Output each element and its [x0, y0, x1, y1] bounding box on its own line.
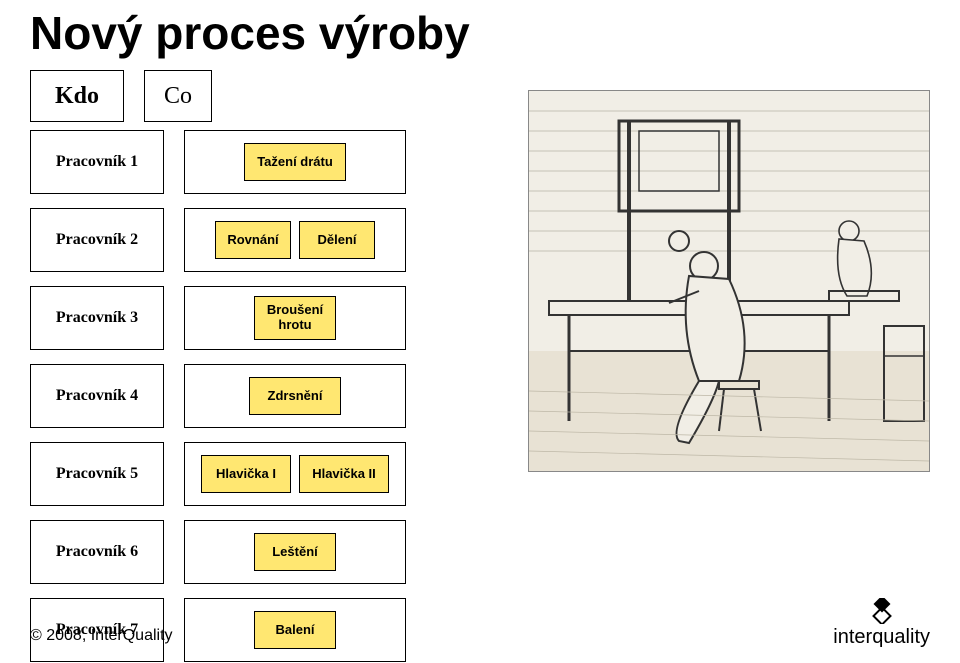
logo-mark-icon — [833, 598, 930, 626]
header-gap — [124, 71, 145, 122]
worker-cell: Pracovník 5 — [31, 443, 164, 506]
activity-box: Hlavička II — [299, 455, 389, 493]
gap-cell — [164, 209, 185, 272]
gap-cell — [164, 521, 185, 584]
activity-cell: Leštění — [185, 521, 406, 584]
process-rows: Pracovník 1 Tažení drátu Pracovník 2 Rovnán… — [30, 130, 406, 662]
gap-cell — [164, 365, 185, 428]
activity-box: Hlavička I — [201, 455, 291, 493]
table-row: Pracovník 5 Hlavička IHlavička II — [31, 443, 406, 506]
gap-cell — [164, 287, 185, 350]
activity-cell: Hlavička IHlavička II — [185, 443, 406, 506]
process-table: Kdo Co — [30, 70, 212, 122]
table-row: Pracovník 1 Tažení drátu — [31, 131, 406, 194]
header-kdo: Kdo — [31, 71, 124, 122]
logo-word: interquality — [833, 626, 930, 649]
gap-row — [31, 584, 406, 599]
table-row: Pracovník 4 Zdrsnění — [31, 365, 406, 428]
table-row: Pracovník 2 RovnáníDělení — [31, 209, 406, 272]
worker-cell: Pracovník 4 — [31, 365, 164, 428]
gap-cell — [164, 443, 185, 506]
activity-cell: Broušeníhrotu — [185, 287, 406, 350]
activity-cell: Zdrsnění — [185, 365, 406, 428]
table-row: Pracovník 3 Broušeníhrotu — [31, 287, 406, 350]
worker-cell: Pracovník 2 — [31, 209, 164, 272]
gap-row — [31, 506, 406, 521]
activity-cell: RovnáníDělení — [185, 209, 406, 272]
worker-cell: Pracovník 1 — [31, 131, 164, 194]
logo: interquality — [833, 598, 930, 649]
table-row: Pracovník 6 Leštění — [31, 521, 406, 584]
copyright-text: © 2008, InterQuality — [30, 627, 173, 645]
activity-box: Dělení — [299, 221, 375, 259]
activity-box: Balení — [254, 611, 336, 649]
activity-box: Tažení drátu — [244, 143, 346, 181]
activity-box: Zdrsnění — [249, 377, 341, 415]
worker-cell: Pracovník 3 — [31, 287, 164, 350]
activity-box: Rovnání — [215, 221, 291, 259]
gap-row — [31, 194, 406, 209]
slide: Nový proces výroby Kdo Co Pracovník 1 Taž… — [0, 0, 960, 663]
activity-box: Leštění — [254, 533, 336, 571]
activity-cell: Tažení drátu — [185, 131, 406, 194]
gap-cell — [164, 131, 185, 194]
gap-row — [31, 428, 406, 443]
table-header-row: Kdo Co — [31, 71, 212, 122]
gap-row — [31, 350, 406, 365]
worker-cell: Pracovník 6 — [31, 521, 164, 584]
header-co: Co — [145, 71, 212, 122]
slide-title: Nový proces výroby — [30, 6, 470, 60]
illustration — [528, 90, 930, 472]
engraving-svg — [529, 91, 929, 471]
activity-cell: Balení — [185, 599, 406, 662]
gap-row — [31, 272, 406, 287]
activity-box: Broušeníhrotu — [254, 296, 336, 340]
